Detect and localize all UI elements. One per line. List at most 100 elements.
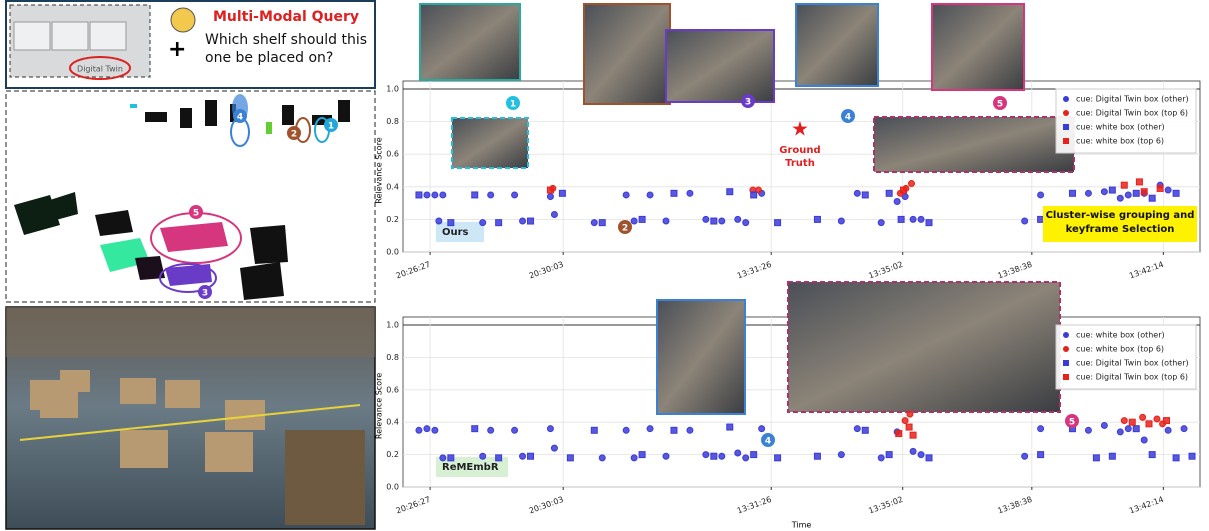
point xyxy=(439,191,447,199)
legend-marker xyxy=(1063,346,1069,352)
floor-line xyxy=(19,404,361,441)
point xyxy=(527,452,535,460)
x-tick-label: 13:35:02 xyxy=(867,260,904,281)
scene-badges: 1 2 3 4 5 xyxy=(189,109,338,299)
point xyxy=(686,189,694,197)
x-tick-label: 13:31:26 xyxy=(736,260,773,281)
point xyxy=(1037,215,1045,223)
point xyxy=(1135,178,1143,186)
badge xyxy=(506,96,520,110)
point xyxy=(630,454,638,462)
point xyxy=(646,425,654,433)
point xyxy=(1132,425,1140,433)
box-icon xyxy=(51,21,89,51)
legend-label: cue: white box (other) xyxy=(1076,123,1165,132)
point xyxy=(590,219,598,227)
y-tick-label: 0.4 xyxy=(386,182,399,191)
point xyxy=(546,186,554,194)
point xyxy=(900,186,908,194)
point xyxy=(837,451,845,459)
point xyxy=(630,217,638,225)
point xyxy=(1116,194,1124,202)
point xyxy=(638,451,646,459)
x-tick-label: 20:30:03 xyxy=(528,495,565,516)
point xyxy=(1140,436,1148,444)
legend-marker xyxy=(1063,360,1069,366)
x-tick-label: 13:35:02 xyxy=(867,495,904,516)
point xyxy=(1163,417,1171,425)
callout-label: Cluster-wise grouping and keyframe Selec… xyxy=(1045,210,1195,235)
point xyxy=(925,219,933,227)
point xyxy=(1139,413,1147,421)
point xyxy=(662,452,670,460)
point xyxy=(853,425,861,433)
point xyxy=(479,219,487,227)
point xyxy=(423,191,431,199)
point xyxy=(909,447,917,455)
badge xyxy=(841,109,855,123)
point xyxy=(1100,421,1108,429)
badge xyxy=(1065,414,1079,428)
point xyxy=(590,426,598,434)
image-label: Digital Twin xyxy=(77,65,123,74)
point xyxy=(1037,191,1045,199)
point xyxy=(750,191,758,199)
point xyxy=(758,425,766,433)
y-tick-label: 0.2 xyxy=(386,450,399,459)
point xyxy=(710,217,718,225)
point xyxy=(1164,186,1172,194)
scene-ring xyxy=(159,263,217,293)
legend-marker xyxy=(1063,138,1069,144)
box-icon xyxy=(89,21,127,51)
point xyxy=(813,452,821,460)
query-title: Multi-Modal Query xyxy=(213,9,359,25)
point xyxy=(487,191,495,199)
point xyxy=(901,193,909,201)
x-tick-label: 13:42:14 xyxy=(1128,495,1165,516)
annotation-wrap: Cluster-wise grouping and keyframe Selec… xyxy=(1045,210,1195,235)
badge-label: 4 xyxy=(845,113,851,123)
point xyxy=(1172,454,1180,462)
point xyxy=(742,454,750,462)
point xyxy=(1037,451,1045,459)
point xyxy=(917,451,925,459)
method-label: ReMEmbR xyxy=(442,462,499,473)
point xyxy=(718,217,726,225)
point xyxy=(519,217,527,225)
point xyxy=(1100,188,1108,196)
point xyxy=(1092,454,1100,462)
ground-truth-label: Ground Truth xyxy=(779,145,821,169)
y-tick-label: 0.0 xyxy=(386,483,399,492)
point xyxy=(638,215,646,223)
point xyxy=(750,451,758,459)
badge-label: 5 xyxy=(193,209,199,219)
legend-marker xyxy=(1063,124,1069,130)
highlight xyxy=(69,56,131,80)
y-axis-label: Relevance Score xyxy=(375,137,384,203)
legend-label: cue: white box (top 6) xyxy=(1076,137,1164,146)
thumbnail xyxy=(665,29,775,103)
y-tick-label: 1.0 xyxy=(386,85,399,94)
point xyxy=(558,189,566,197)
x-tick-label: 13:42:14 xyxy=(1128,260,1165,281)
point xyxy=(1021,217,1029,225)
point xyxy=(734,449,742,457)
point xyxy=(1132,189,1140,197)
point xyxy=(861,191,869,199)
point xyxy=(1068,189,1076,197)
thumbnail xyxy=(656,299,746,415)
point xyxy=(447,219,455,227)
point xyxy=(1188,452,1196,460)
y-tick-label: 0.6 xyxy=(386,150,399,159)
point xyxy=(1120,181,1128,189)
legend-label: cue: Digital Twin box (top 6) xyxy=(1076,373,1188,382)
point xyxy=(546,425,554,433)
point xyxy=(726,188,734,196)
badge-label: 5 xyxy=(997,100,1003,110)
point xyxy=(702,451,710,459)
badge-label: 4 xyxy=(765,437,771,447)
point xyxy=(487,426,495,434)
point xyxy=(1180,425,1188,433)
boxes xyxy=(30,370,365,525)
